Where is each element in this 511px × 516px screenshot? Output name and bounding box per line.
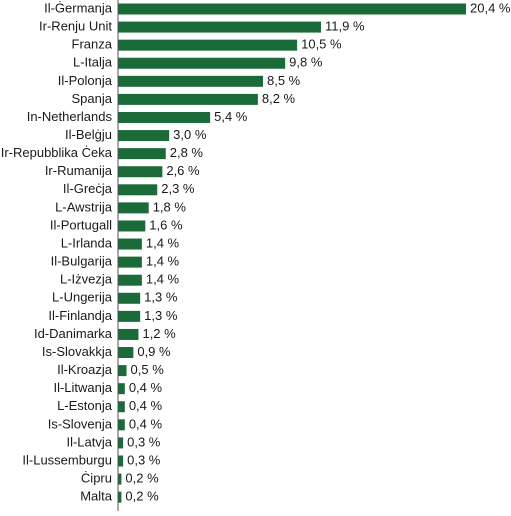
bars-layer: Il-Ġermanja 20,4 % Ir-Renju Unit 11,9 % Fran… (1, 0, 511, 503)
value-label: 1,8 % (153, 199, 187, 214)
bar (118, 148, 166, 160)
value-label: 1,3 % (144, 290, 178, 305)
bar (118, 75, 263, 87)
category-label: Spanja (72, 91, 113, 106)
bar (118, 220, 146, 232)
bar (118, 383, 125, 395)
value-label: 2,3 % (161, 181, 195, 196)
category-label: Il-Ġermanja (44, 0, 113, 15)
value-label: 10,5 % (301, 37, 342, 52)
category-label: Ir-Rumanija (45, 163, 113, 178)
value-label: 8,5 % (267, 73, 301, 88)
value-label: 1,6 % (149, 217, 183, 232)
value-label: 1,4 % (146, 235, 180, 250)
bar (118, 328, 139, 340)
bar (118, 21, 321, 33)
bar (118, 274, 142, 286)
category-label: Il-Latvja (66, 434, 112, 449)
category-label: Il-Litwanja (53, 380, 112, 395)
value-label: 1,4 % (146, 254, 180, 269)
value-label: 2,8 % (170, 145, 204, 160)
value-label: 3,0 % (173, 127, 207, 142)
value-label: 0,4 % (129, 398, 163, 413)
value-label: 2,6 % (166, 163, 200, 178)
bar (118, 57, 286, 69)
category-label: L-Estonja (57, 398, 113, 413)
category-label: Is-Slovenja (48, 416, 113, 431)
category-label: L-Iżvezja (60, 272, 113, 287)
category-label: Id-Danimarka (34, 326, 113, 341)
category-label: Il-Polonja (58, 73, 113, 88)
category-label: Ċipru (81, 471, 112, 486)
category-label: Il-Bulgarija (51, 254, 113, 269)
value-label: 20,4 % (470, 0, 511, 15)
value-label: 0,2 % (125, 471, 159, 486)
category-label: L-Irlanda (61, 235, 113, 250)
category-label: L-Ungerija (52, 290, 113, 305)
category-label: Il-Kroazja (57, 362, 113, 377)
bar (118, 401, 125, 413)
bar (118, 166, 163, 178)
category-label: Il-Lussemburgu (22, 452, 112, 467)
value-label: 0,3 % (127, 452, 161, 467)
value-label: 9,8 % (289, 55, 323, 70)
category-label: Franza (72, 37, 113, 52)
value-label: 0,4 % (129, 380, 163, 395)
category-label: Ir-Repubblika Ċeka (1, 145, 113, 160)
value-label: 1,3 % (144, 308, 178, 323)
bar (118, 491, 122, 503)
category-label: Il-Greċja (63, 181, 113, 196)
category-label: Il-Finlandja (48, 308, 112, 323)
bar (118, 419, 125, 431)
value-label: 0,5 % (131, 362, 165, 377)
bar (118, 473, 122, 485)
bar (118, 347, 134, 359)
bar (118, 365, 127, 377)
value-label: 1,2 % (142, 326, 176, 341)
category-label: Il-Belġju (65, 127, 112, 142)
bar (118, 93, 258, 105)
bar (118, 455, 124, 467)
bar (118, 39, 298, 51)
value-label: 5,4 % (214, 109, 248, 124)
value-label: 0,2 % (125, 489, 159, 504)
bar (118, 437, 124, 449)
bar (118, 3, 466, 15)
category-label: Is-Slovakkja (42, 344, 113, 359)
category-label: Ir-Renju Unit (39, 19, 112, 34)
value-label: 0,4 % (129, 416, 163, 431)
value-label: 11,9 % (325, 19, 365, 34)
bar (118, 202, 149, 214)
bar (118, 184, 158, 196)
value-label: 0,9 % (137, 344, 171, 359)
bar (118, 256, 142, 268)
bar (118, 238, 142, 250)
category-label: Il-Portugall (50, 217, 112, 232)
value-label: 0,3 % (127, 434, 161, 449)
value-label: 1,4 % (146, 272, 180, 287)
bar (118, 111, 211, 123)
bar (118, 292, 141, 304)
bar (118, 130, 170, 142)
value-label: 8,2 % (262, 91, 296, 106)
category-label: Malta (80, 489, 113, 504)
category-label: In-Netherlands (27, 109, 113, 124)
category-label: L-Awstrija (55, 199, 113, 214)
bar (118, 310, 141, 322)
category-label: L-Italja (73, 55, 113, 70)
